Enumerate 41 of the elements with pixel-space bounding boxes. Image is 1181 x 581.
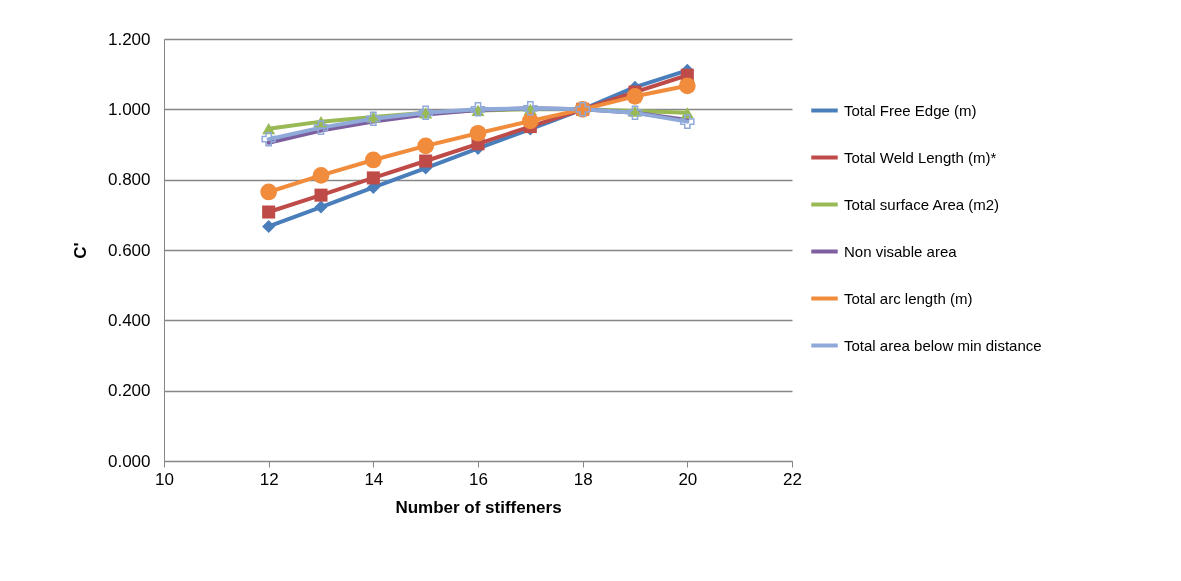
x-tick-label: 18	[573, 469, 593, 489]
legend-label: Total area below min distance	[844, 336, 1042, 354]
point	[469, 124, 487, 142]
y-tick-label: 0.000	[107, 451, 151, 471]
point	[366, 111, 381, 127]
legend-label: Non visable area	[844, 242, 958, 260]
x-tick-label: 16	[469, 469, 488, 489]
y-tick-label: 0.800	[107, 170, 151, 190]
point	[260, 183, 278, 201]
point	[419, 154, 433, 168]
x-tick-label: 14	[364, 469, 384, 489]
point	[262, 205, 276, 219]
x-tick-label: 12	[259, 469, 279, 489]
legend-label: Total Free Edge (m)	[844, 101, 977, 119]
x-tick-label: 22	[783, 469, 802, 489]
y-axis-title: C'	[70, 242, 90, 259]
point	[314, 200, 328, 214]
y-tick-label: 0.600	[107, 240, 151, 260]
point	[417, 137, 435, 155]
point	[314, 188, 328, 202]
point	[680, 114, 695, 129]
point	[521, 112, 539, 130]
point	[678, 77, 696, 95]
point	[312, 167, 330, 184]
y-tick-label: 1.200	[107, 29, 151, 49]
point	[262, 219, 276, 233]
legend-label: Total Weld Length (m)*	[844, 148, 997, 166]
point	[313, 120, 329, 135]
point	[364, 151, 382, 169]
point	[627, 105, 643, 121]
point	[261, 131, 276, 147]
x-axis-title: Number of stiffeners	[395, 497, 562, 517]
point	[626, 87, 644, 105]
x-tick-label: 10	[155, 469, 174, 489]
y-tick-label: 1.000	[107, 99, 151, 119]
x-tick-label: 20	[678, 469, 698, 489]
legend-label: Total surface Area (m2)	[844, 195, 1000, 213]
y-tick-label: 0.400	[107, 310, 151, 330]
point	[366, 171, 380, 185]
y-tick-label: 0.200	[107, 381, 151, 401]
legend-label: Total arc length (m)	[844, 289, 973, 307]
